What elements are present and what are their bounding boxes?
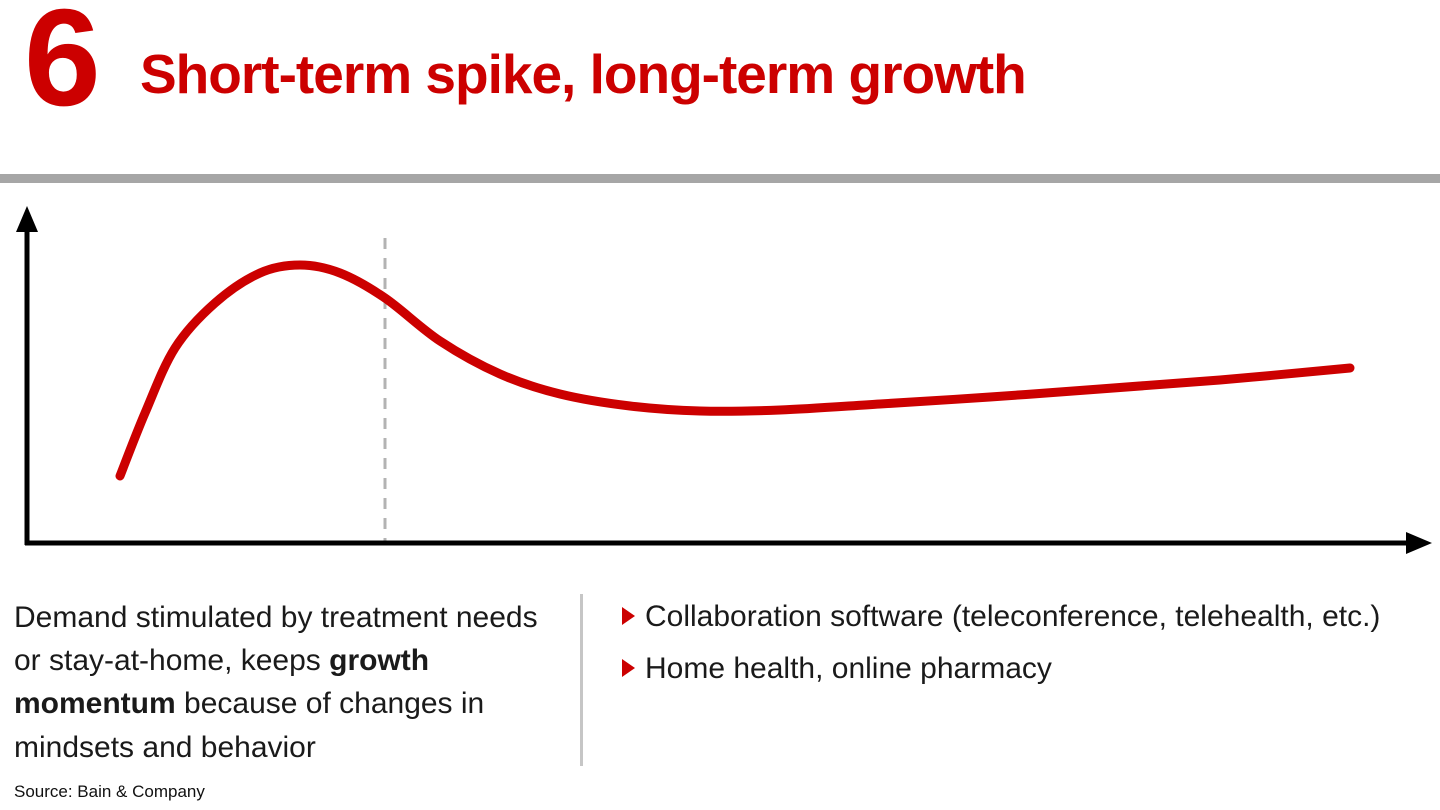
page-title: Short-term spike, long-term growth (140, 43, 1027, 105)
vertical-divider (580, 594, 583, 766)
bullet-arrow-icon (622, 659, 635, 677)
text-band: Demand stimulated by treatment needs or … (0, 588, 1440, 773)
list-item: Collaboration software (teleconference, … (622, 596, 1382, 638)
header-rule (0, 174, 1440, 183)
bullet-arrow-icon (622, 607, 635, 625)
source-text: Source: Bain & Company (14, 782, 205, 801)
chart-svg (16, 206, 1432, 554)
description-after: because of changes in mindsets and behav… (14, 687, 485, 764)
x-axis-arrow-icon (1406, 532, 1432, 554)
demand-chart (0, 198, 1440, 570)
list-item: Home health, online pharmacy (622, 648, 1382, 690)
header: 6 Short-term spike, long-term growth (0, 0, 1440, 174)
bullet-text: Home health, online pharmacy (645, 652, 1052, 685)
description-before: Demand stimulated by treatment needs or … (14, 601, 538, 678)
y-axis-arrow-icon (16, 206, 38, 232)
demand-curve (115, 260, 1355, 481)
bullet-text: Collaboration software (teleconference, … (645, 600, 1381, 633)
description-bold: growth momentum (14, 644, 430, 721)
slide-number: 6 (24, 0, 101, 135)
description-text: Demand stimulated by treatment needs or … (14, 596, 562, 769)
takeaway-list: Collaboration software (teleconference, … (622, 596, 1382, 700)
